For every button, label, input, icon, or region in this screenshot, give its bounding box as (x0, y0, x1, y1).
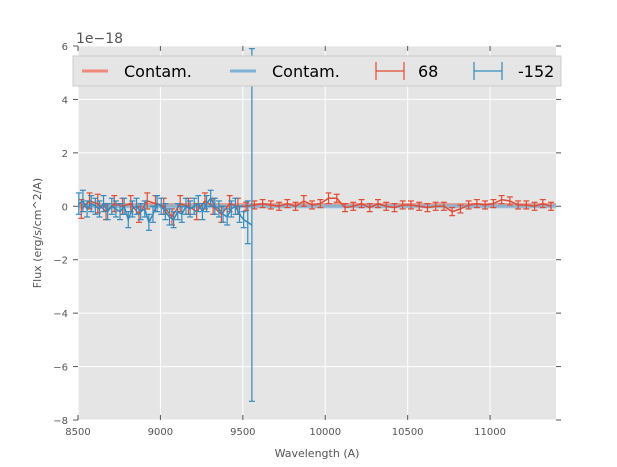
x-tick-label: 10500 (392, 427, 424, 438)
series-line (78, 196, 253, 226)
y-axis-label: Flux (erg/s/cm^2/A) (31, 178, 44, 288)
axis-ticks: 8500 9000 9500 10000 10500 11000 −8 −6 −4 −2 0 2 4 6 (53, 42, 561, 438)
legend-label: Contam. (272, 62, 340, 81)
x-axis-label: Wavelength (A) (275, 447, 360, 460)
y-tick-label: 2 (62, 149, 68, 160)
y-tick-label: −4 (53, 309, 68, 320)
legend-label: 68 (418, 62, 438, 81)
y-tick-label: −8 (53, 416, 68, 427)
y-tick-label: 4 (62, 95, 68, 106)
y-tick-label: 6 (62, 42, 68, 53)
x-tick-label: 9500 (230, 427, 255, 438)
y-tick-label: −2 (53, 256, 68, 267)
y-tick-label: 0 (62, 202, 68, 213)
legend: Contam. Contam. 68 -152 (72, 55, 562, 87)
plot-area (78, 46, 556, 420)
legend-label: -152 (518, 62, 554, 81)
x-tick-label: 9000 (148, 427, 173, 438)
data-marks (75, 48, 556, 402)
offset-label: 1e−18 (76, 31, 123, 47)
legend-label: Contam. (124, 62, 192, 81)
x-tick-label: 8500 (65, 427, 90, 438)
y-tick-label: −6 (53, 363, 68, 374)
x-tick-label: 11000 (474, 427, 506, 438)
x-tick-label: 10000 (309, 427, 341, 438)
